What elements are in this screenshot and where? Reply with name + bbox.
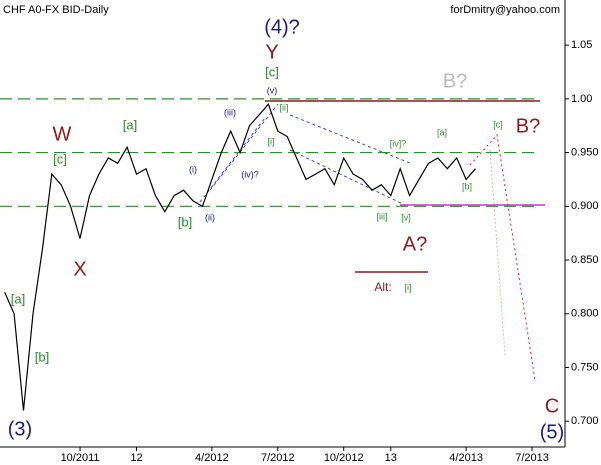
- wave-label: [a]: [11, 291, 25, 306]
- y-tick-label: 0.750: [571, 361, 599, 373]
- x-tick-label: 4/2012: [195, 452, 229, 464]
- projection: [469, 133, 536, 381]
- wave-label: (3): [8, 418, 32, 440]
- wave-label: [b]: [178, 214, 192, 229]
- y-tick-label: 0.800: [571, 308, 599, 320]
- wave-label: (iii): [224, 107, 236, 117]
- channels: [199, 103, 411, 206]
- wave-label: Alt:: [374, 280, 391, 294]
- wave-label: [b]: [35, 349, 49, 364]
- wave-label: (5): [540, 421, 564, 443]
- credit: forDmitry@yahoo.com: [450, 4, 560, 16]
- wave-label: (v): [267, 85, 278, 95]
- wave-label: [iii]: [377, 211, 388, 221]
- y-tick-label: 0.700: [571, 415, 599, 427]
- wave-label: W: [53, 123, 72, 145]
- wave-label: [a]: [437, 127, 447, 137]
- price-line: [4, 103, 476, 411]
- wave-label: [c]: [53, 151, 67, 166]
- y-tick-label: 0.850: [571, 254, 599, 266]
- wave-label: B?: [516, 115, 540, 137]
- x-tick-label: 12: [130, 452, 142, 464]
- wave-label: [iv]?: [390, 138, 407, 148]
- wave-label: [a]: [123, 117, 137, 132]
- wave-label: C: [545, 395, 559, 417]
- x-tick-label: 13: [385, 452, 397, 464]
- x-tick-label: 4/2013: [449, 452, 483, 464]
- wave-label: X: [73, 258, 86, 280]
- wave-label: A?: [403, 233, 427, 255]
- wave-label: (i): [189, 164, 197, 174]
- wave-label: [i]: [404, 282, 411, 292]
- wave-label: [v]: [401, 212, 411, 222]
- wave-label: [i]: [267, 136, 274, 146]
- wave-label: [ii]: [280, 102, 289, 112]
- x-tick-label: 10/2012: [324, 452, 364, 464]
- wave-label: (iv)?: [241, 169, 259, 179]
- y-tick-label: 0.900: [571, 200, 599, 212]
- wave-label: B?: [443, 70, 467, 92]
- wave-label: (4)?: [264, 16, 300, 38]
- chart-title: CHF A0-FX BID-Daily: [3, 4, 109, 16]
- y-tick-label: 0.950: [571, 146, 599, 158]
- wave-label: [c]: [493, 119, 503, 129]
- x-tick-label: 7/2012: [261, 452, 295, 464]
- x-tick-label: 7/2013: [515, 452, 549, 464]
- wave-label: [c]: [265, 64, 279, 79]
- y-tick-label: 1.05: [571, 39, 592, 51]
- y-tick-label: 1.00: [571, 93, 592, 105]
- channel-line: [209, 103, 279, 191]
- wave-label: [b]: [462, 181, 472, 191]
- x-tick-label: 10/2011: [61, 452, 100, 464]
- wave-label: Y: [265, 41, 278, 63]
- wave-label: (ii): [205, 212, 215, 222]
